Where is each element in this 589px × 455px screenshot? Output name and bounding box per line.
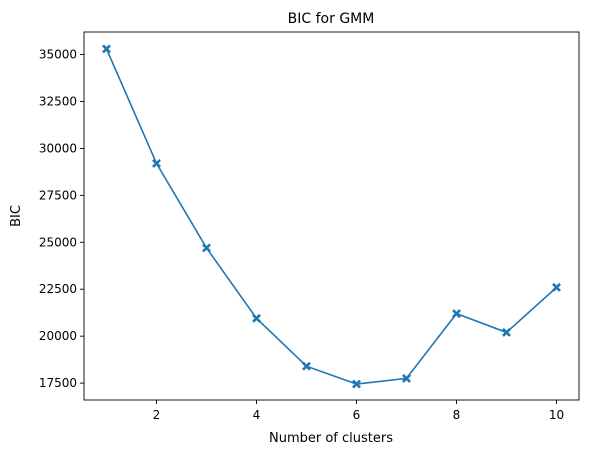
data-point-marker [151,158,162,168]
x-tick-label: 8 [453,408,461,422]
data-point-marker [301,361,312,371]
y-tick-label: 35000 [39,48,77,62]
y-tick-label: 17500 [39,376,77,390]
x-tick-label: 6 [353,408,361,422]
y-tick-label: 27500 [39,188,77,202]
series-layer [101,44,562,389]
data-point-marker [101,44,112,54]
y-tick-label: 30000 [39,141,77,155]
y-axis-ticks: 17500 20000 22500 25000 27500 30000 32500 35000 [39,48,84,390]
data-point-marker [251,313,262,323]
x-tick-label: 2 [153,408,161,422]
plot-frame [83,31,580,401]
x-tick-label: 4 [253,408,261,422]
data-point-marker [501,327,512,337]
x-axis-ticks: 2 4 6 8 10 [153,400,564,422]
data-point-marker [451,309,462,319]
data-point-marker [351,379,362,389]
data-point-marker [401,373,412,383]
data-point-marker [201,243,212,253]
chart-title: BIC for GMM [288,11,375,27]
data-point-marker [551,282,562,292]
y-axis-label: BIC [9,205,24,227]
y-tick-label: 25000 [39,235,77,249]
y-tick-label: 20000 [39,329,77,343]
series-line [105,48,558,385]
x-axis-label: Number of clusters [269,431,393,446]
x-tick-label: 10 [549,408,564,422]
y-tick-label: 22500 [39,282,77,296]
y-tick-label: 32500 [39,94,77,108]
